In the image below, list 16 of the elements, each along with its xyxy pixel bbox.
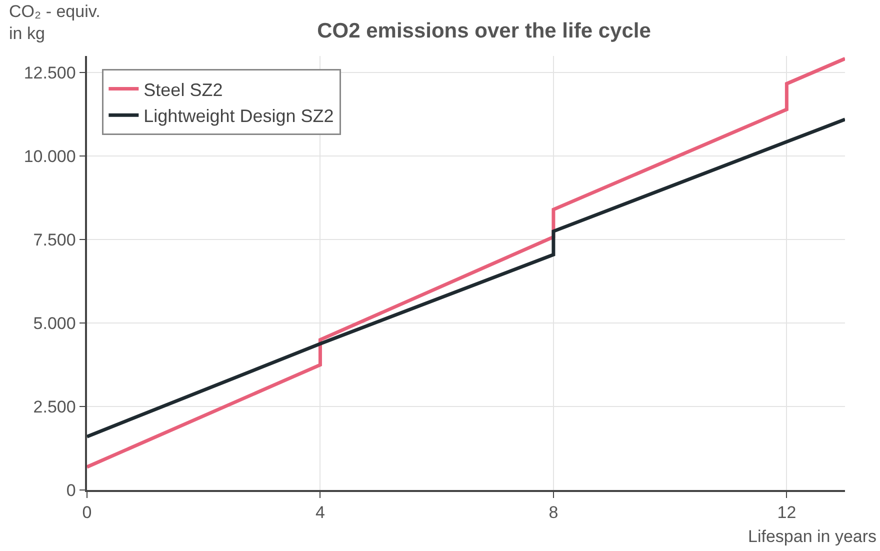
y-tick-label: 12.500 [24, 64, 76, 83]
y-tick-label: 2.500 [33, 397, 76, 416]
y-axis-title: CO₂ - equiv. in kg [9, 2, 100, 44]
legend-label: Steel SZ2 [144, 80, 223, 100]
x-tick-label: 12 [777, 503, 796, 522]
y-tick-label: 7.500 [33, 230, 76, 250]
y-tick-label: 5.000 [33, 314, 76, 334]
legend-label: Lightweight Design SZ2 [144, 106, 334, 126]
y-tick-label: 10.000 [24, 147, 76, 166]
x-tick-label: 8 [548, 503, 558, 522]
x-tick-label: 0 [82, 503, 92, 522]
x-tick-label: 4 [315, 503, 325, 522]
line-series [87, 56, 845, 469]
x-axis-title: Lifespan in years [748, 527, 877, 546]
y-tick-label: 0 [66, 480, 76, 500]
chart-title: CO2 emissions over the life cycle [317, 20, 651, 43]
